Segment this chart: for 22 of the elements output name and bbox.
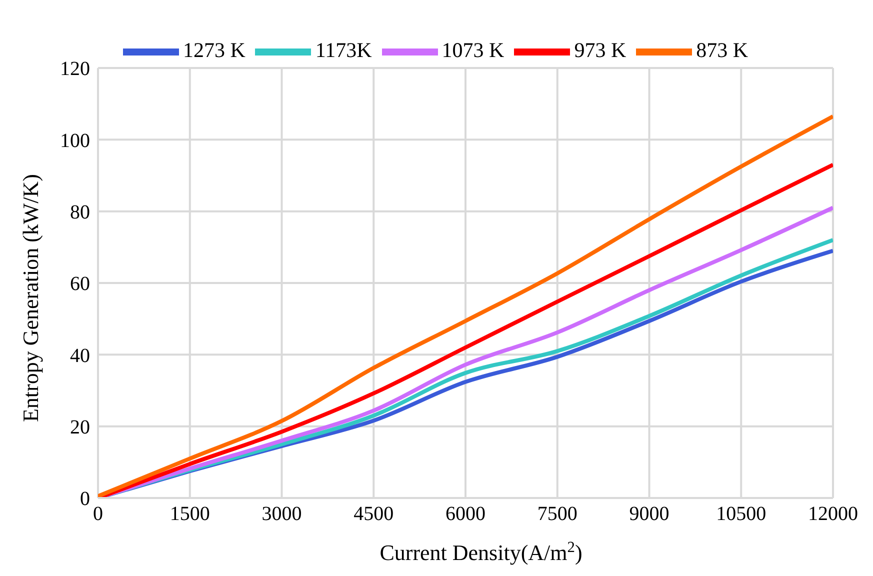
x-tick-label: 12000 [808, 503, 858, 526]
legend-label: 973 K [574, 38, 626, 62]
x-axis-title: Current Density(A/m$^{2}$) [380, 538, 582, 565]
x-tick-label: 4500 [354, 503, 394, 526]
x-tick-label: 10500 [716, 503, 766, 526]
x-tick-label: 1500 [170, 503, 210, 526]
x-tick-label: 6000 [446, 503, 486, 526]
x-tick-label: 9000 [629, 503, 670, 526]
y-tick-label: 60 [70, 273, 90, 296]
x-tick-label: 7500 [537, 503, 578, 526]
legend-label: 1273 K [182, 38, 246, 62]
x-tick-label: 3000 [262, 503, 302, 526]
y-tick-label: 100 [60, 130, 90, 152]
y-tick-label: 20 [70, 416, 90, 438]
legend-label: 1073 K [442, 38, 504, 62]
y-tick-label: 40 [70, 344, 90, 367]
y-tick-label: 120 [60, 58, 90, 80]
y-axis-title: Entropy Generation (kW/K) [18, 174, 43, 422]
y-tick-label: 80 [70, 201, 90, 224]
y-tick-label: 0 [80, 488, 90, 510]
legend-label: 1173K [315, 38, 372, 62]
legend-label: 873 K [696, 38, 748, 62]
